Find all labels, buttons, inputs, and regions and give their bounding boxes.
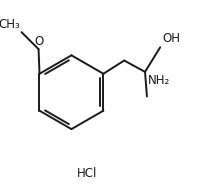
Text: NH₂: NH₂ [147, 74, 169, 87]
Text: OH: OH [161, 32, 179, 45]
Text: O: O [35, 35, 44, 48]
Text: HCl: HCl [76, 167, 96, 180]
Text: CH₃: CH₃ [0, 18, 20, 31]
